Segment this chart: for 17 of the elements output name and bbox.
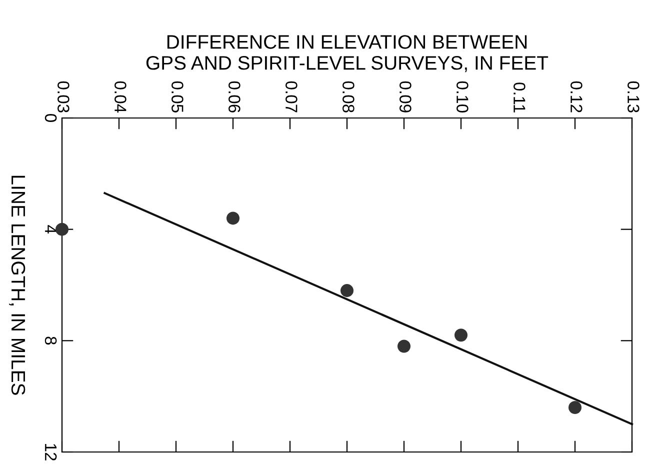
x-tick-label: 0.03 (58, 81, 70, 112)
y-tick-label: 8 (44, 336, 57, 345)
y-tick-label: 0 (44, 114, 57, 122)
x-tick-label: 0.06 (228, 81, 240, 112)
x-tick-label: 0.05 (172, 81, 184, 112)
x-tick-label: 0.09 (400, 81, 412, 112)
x-axis-title: DIFFERENCE IN ELEVATION BETWEEN GPS AND SPIRIT-LEVEL SURVEYS, IN FEET (146, 35, 548, 72)
x-tick-label: 0.12 (570, 81, 582, 112)
x-tick-label: 0.13 (628, 81, 640, 112)
x-tick-label: 0.07 (286, 81, 298, 112)
y-axis-title: LINE LENGTH, IN MILES (9, 176, 26, 395)
x-tick-label: 0.11 (514, 82, 526, 112)
x-tick-label: 0.10 (456, 81, 468, 112)
x-tick-label: 0.08 (342, 81, 354, 112)
y-tick-label: 4 (45, 225, 57, 234)
y-tick-label: 12 (45, 444, 57, 460)
x-tick-label: 0.04 (114, 81, 126, 113)
